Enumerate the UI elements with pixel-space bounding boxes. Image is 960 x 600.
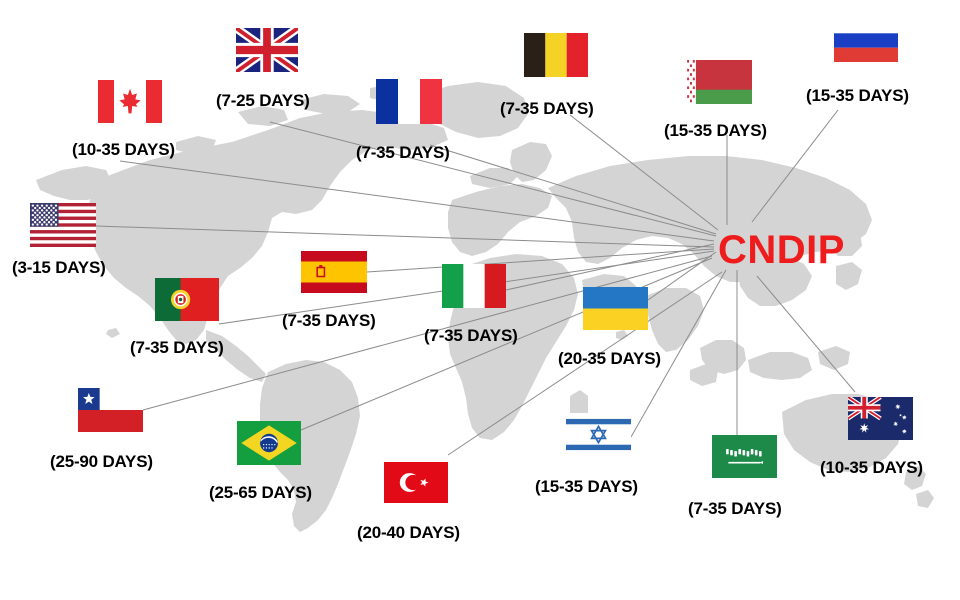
delivery-time-label-united-states: (3-15 DAYS) <box>12 258 106 277</box>
delivery-time-label-france: (7-35 DAYS) <box>356 143 450 162</box>
delivery-time-label-chile: (25-90 DAYS) <box>50 452 153 471</box>
connector-line-chile <box>142 255 713 411</box>
connector-line-ukraine <box>647 251 717 301</box>
delivery-time-label-united-kingdom: (7-25 DAYS) <box>216 91 310 110</box>
delivery-time-label-saudi-arabia: (7-35 DAYS) <box>688 499 782 518</box>
flag-spain <box>301 251 367 293</box>
delivery-time-label-belgium: (7-35 DAYS) <box>500 99 594 118</box>
flag-ukraine <box>583 287 648 330</box>
flag-australia <box>848 397 913 440</box>
flag-canada <box>98 80 162 123</box>
connector-line-united-states <box>95 225 715 248</box>
flag-brazil <box>237 421 301 465</box>
connector-line-belgium <box>569 114 719 231</box>
delivery-time-label-australia: (10-35 DAYS) <box>820 458 923 477</box>
connector-line-brazil <box>300 257 713 431</box>
flag-portugal <box>155 278 219 321</box>
connector-line-united-kingdom <box>269 121 717 237</box>
connector-line-france <box>429 144 717 235</box>
delivery-time-label-turkey: (20-40 DAYS) <box>357 523 460 542</box>
delivery-time-label-ukraine: (20-35 DAYS) <box>558 349 661 368</box>
flag-united-states <box>30 203 96 247</box>
flag-france <box>376 79 442 124</box>
flag-saudi-arabia <box>712 435 777 478</box>
delivery-time-label-spain: (7-35 DAYS) <box>282 311 376 330</box>
connector-line-israel <box>630 269 727 438</box>
connector-line-russia <box>751 109 839 223</box>
connector-line-canada <box>119 160 715 242</box>
delivery-time-label-italy: (7-35 DAYS) <box>424 326 518 345</box>
delivery-time-label-russia: (15-35 DAYS) <box>806 86 909 105</box>
flag-israel <box>566 413 631 456</box>
flag-chile <box>78 388 143 432</box>
delivery-time-label-belarus: (15-35 DAYS) <box>664 121 767 140</box>
connector-line-turkey <box>447 271 723 456</box>
delivery-time-label-canada: (10-35 DAYS) <box>72 140 175 159</box>
flag-united-kingdom <box>236 28 298 72</box>
flag-russia <box>834 19 898 62</box>
flag-belgium <box>524 33 588 77</box>
connector-line-australia <box>756 275 856 393</box>
flag-italy <box>442 264 506 308</box>
delivery-time-label-brazil: (25-65 DAYS) <box>209 483 312 502</box>
connector-line-spain <box>366 248 715 273</box>
delivery-time-label-israel: (15-35 DAYS) <box>535 477 638 496</box>
delivery-time-label-portugal: (7-35 DAYS) <box>130 338 224 357</box>
flag-turkey <box>384 462 448 503</box>
connector-line-italy <box>505 243 715 291</box>
hub-origin-label: CNDIP <box>718 228 845 272</box>
flag-belarus <box>686 60 752 104</box>
